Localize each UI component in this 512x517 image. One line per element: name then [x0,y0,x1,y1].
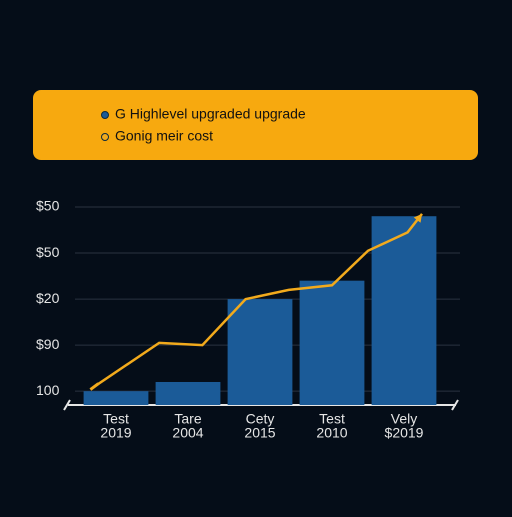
legend-label: Gonig meir cost [115,128,213,144]
x-tick-label: Tare [174,411,201,427]
x-tick-label: Test [319,411,345,427]
legend-label: G Highlevel upgraded upgrade [115,106,306,122]
line-start [89,382,100,391]
y-tick-label: $20 [36,290,60,306]
arrow-head [413,213,422,223]
x-tick-label: Vely [391,411,417,427]
bar [371,216,437,405]
axis-end [63,399,459,411]
y-tick-label: $90 [36,336,60,352]
line [93,213,423,388]
legend-marker [101,111,109,119]
bar [155,381,221,405]
y-tick-label: $50 [36,244,60,260]
bar [83,391,149,405]
y-tick-label: $50 [36,198,60,214]
legend-box [33,90,478,160]
legend-marker [101,133,109,141]
bar [227,299,293,405]
x-tick-label: 2010 [316,425,347,441]
x-tick-label: 2015 [244,425,275,441]
bar [299,280,365,405]
x-tick-label: 2019 [100,425,131,441]
x-tick-label: $2019 [385,425,424,441]
x-tick-label: Cety [246,411,275,427]
y-tick-label: 100 [36,382,60,398]
x-tick-label: Test [103,411,129,427]
x-tick-label: 2004 [172,425,203,441]
